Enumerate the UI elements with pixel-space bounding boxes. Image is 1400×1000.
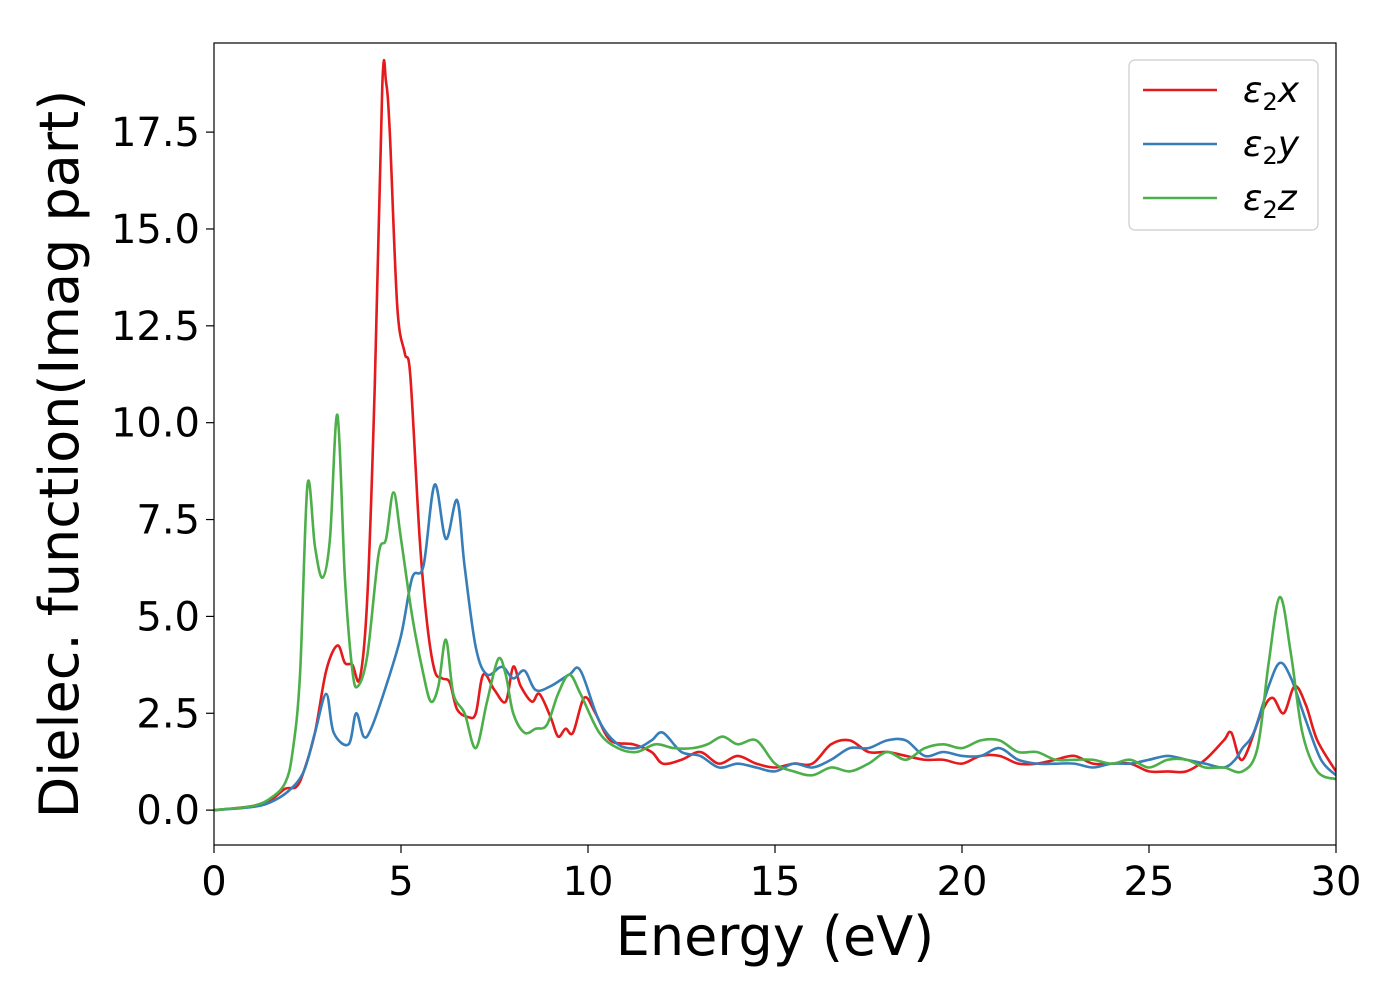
y-tick-label: 5.0 <box>136 594 200 640</box>
legend: ε2x ε2y ε2z <box>1128 59 1319 231</box>
y-axis: 0.0 2.5 5.0 7.5 10.0 12.5 15.0 17.5 <box>111 110 214 834</box>
x-tick-label: 25 <box>1124 859 1175 905</box>
x-tick-label: 15 <box>750 859 801 905</box>
legend-label-eps2z: ε2z <box>1243 178 1298 224</box>
x-axis: 0 5 10 15 20 25 30 <box>201 845 1361 905</box>
y-axis-title: Dielec. function(Imag part) <box>28 90 91 819</box>
x-tick-label: 30 <box>1311 859 1362 905</box>
series-line-eps2z <box>214 413 1336 812</box>
series-layer <box>214 58 1336 812</box>
x-axis-title: Energy (eV) <box>616 905 935 968</box>
y-tick-label: 15.0 <box>111 207 200 253</box>
y-tick-label: 12.5 <box>111 304 200 350</box>
y-tick-label: 17.5 <box>111 110 200 156</box>
legend-label-eps2x: ε2x <box>1243 70 1300 116</box>
y-tick-label: 2.5 <box>136 691 200 737</box>
y-tick-label: 10.0 <box>111 401 200 447</box>
x-tick-label: 5 <box>388 859 413 905</box>
legend-box <box>1128 59 1319 231</box>
x-tick-label: 10 <box>563 859 614 905</box>
y-tick-label: 7.5 <box>136 498 200 544</box>
x-tick-label: 20 <box>937 859 988 905</box>
legend-label-eps2y: ε2y <box>1243 124 1300 170</box>
x-tick-label: 0 <box>201 859 226 905</box>
series-line-eps2y <box>214 483 1336 812</box>
y-tick-label: 0.0 <box>136 788 200 834</box>
